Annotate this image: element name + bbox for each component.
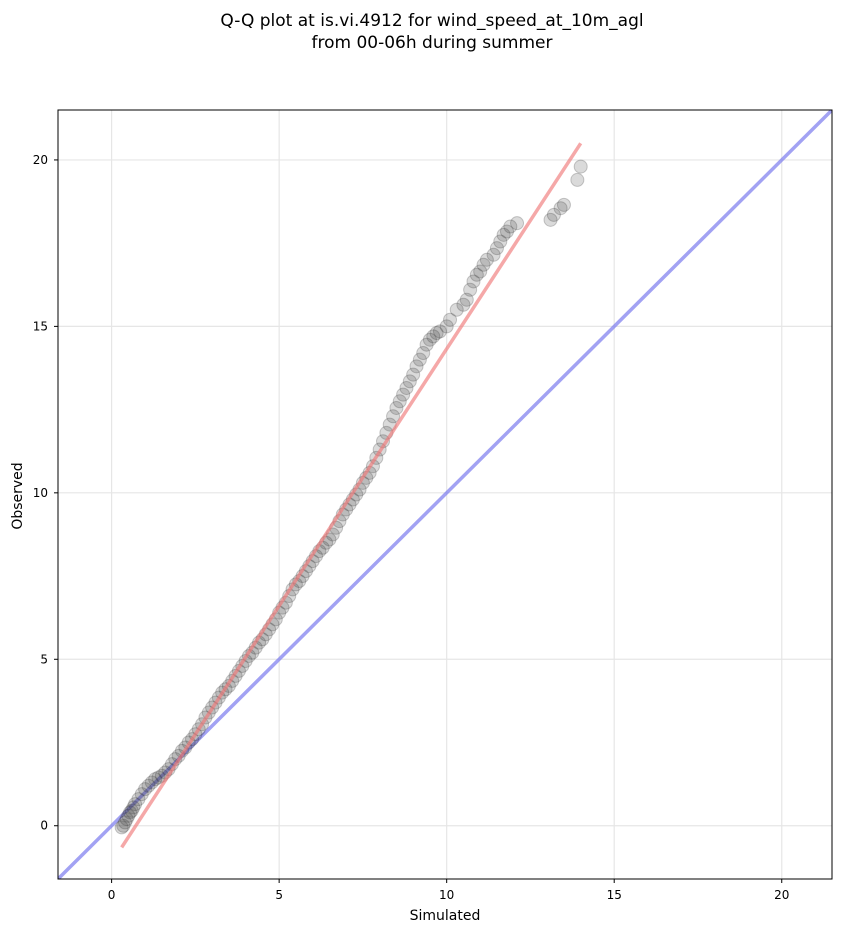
quantile-point xyxy=(476,257,491,272)
quantile-point xyxy=(399,380,414,395)
quantile-point xyxy=(123,805,138,820)
grid-lines xyxy=(58,110,832,879)
quantile-point xyxy=(119,812,134,827)
quantile-point xyxy=(503,219,518,234)
chart-title: Q-Q plot at is.vi.4912 for wind_speed_at… xyxy=(220,11,643,53)
quantile-point xyxy=(496,227,511,242)
regression-fit-line xyxy=(120,142,583,849)
quantile-point xyxy=(419,337,434,352)
y-tick-label: 20 xyxy=(33,153,48,167)
chart-title-line-1: Q-Q plot at is.vi.4912 for wind_speed_at… xyxy=(220,11,643,31)
plot-frame xyxy=(57,109,833,880)
quantile-point xyxy=(118,815,133,830)
quantile-point xyxy=(489,241,504,256)
quantile-point xyxy=(389,400,404,415)
x-tick-label: 0 xyxy=(108,888,116,902)
x-tick-label: 5 xyxy=(275,888,283,902)
quantile-point xyxy=(449,302,464,317)
quantile-point xyxy=(396,387,411,402)
quantile-point xyxy=(392,394,407,409)
y-axis-ticks: 0 5 10 15 20 xyxy=(33,153,58,833)
quantile-point xyxy=(429,326,444,341)
quantile-point xyxy=(406,367,421,382)
x-axis-ticks: 0 5 10 15 20 xyxy=(108,879,789,902)
x-axis-label: Simulated xyxy=(410,908,481,924)
quantile-point xyxy=(486,247,501,262)
quantile-point xyxy=(493,234,508,249)
quantile-point xyxy=(443,312,458,327)
quantile-point xyxy=(124,803,139,818)
quantile-point xyxy=(439,319,454,334)
quantile-point xyxy=(499,224,514,239)
quantile-point xyxy=(144,775,159,790)
quantile-point xyxy=(121,808,136,823)
quantile-point xyxy=(456,297,471,312)
quantile-point xyxy=(573,159,588,174)
quantile-point xyxy=(151,770,166,785)
y-tick-label: 10 xyxy=(33,486,48,500)
quantile-point xyxy=(463,282,478,297)
plot-area xyxy=(58,110,832,879)
x-tick-label: 10 xyxy=(439,888,454,902)
quantile-point xyxy=(473,264,488,279)
identity-line xyxy=(58,110,832,879)
quantile-point xyxy=(138,782,153,797)
quantile-point xyxy=(409,359,424,374)
quantile-point xyxy=(114,820,129,835)
quantile-point xyxy=(553,201,568,216)
y-axis-label: Observed xyxy=(10,462,26,529)
quantile-point xyxy=(432,324,447,339)
quantile-point xyxy=(543,212,558,227)
quantile-point xyxy=(556,197,571,212)
quantile-point xyxy=(134,787,149,802)
quantile-point xyxy=(570,172,585,187)
quantile-point xyxy=(469,267,484,282)
quantile-point xyxy=(459,292,474,307)
quantile-point xyxy=(126,800,141,815)
quantile-point xyxy=(479,252,494,267)
quantile-point xyxy=(510,216,525,231)
x-tick-label: 15 xyxy=(607,888,622,902)
quantile-point xyxy=(386,409,401,424)
quantile-point xyxy=(466,274,481,289)
quantile-point xyxy=(422,332,437,347)
x-tick-label: 20 xyxy=(774,888,789,902)
quantile-point xyxy=(116,818,131,833)
quantile-point xyxy=(131,792,146,807)
y-tick-label: 5 xyxy=(40,652,48,666)
quantile-point xyxy=(412,352,427,367)
y-tick-label: 15 xyxy=(33,319,48,333)
quantile-point xyxy=(148,772,163,787)
y-tick-label: 0 xyxy=(40,819,48,833)
quantile-point xyxy=(402,374,417,389)
quantile-point xyxy=(416,346,431,361)
quantile-point xyxy=(546,207,561,222)
quantile-point xyxy=(426,329,441,344)
quantile-point xyxy=(141,778,156,793)
quantile-point xyxy=(128,797,143,812)
chart-title-line-2: from 00-06h during summer xyxy=(312,33,553,53)
